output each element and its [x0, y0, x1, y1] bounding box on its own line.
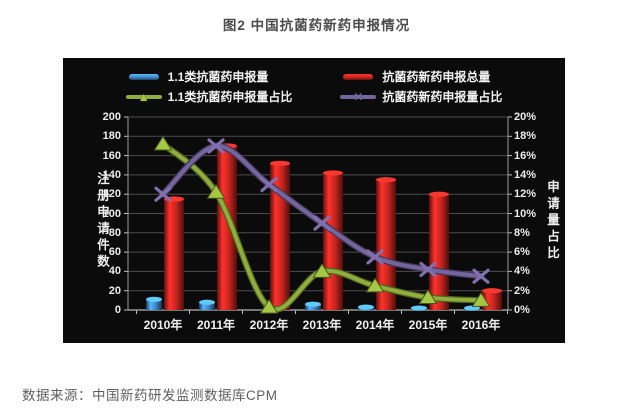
triangle-marker	[259, 298, 279, 314]
x-marker	[419, 261, 437, 278]
right-axis-title: 申请量占比	[545, 180, 559, 263]
x-axis-label: 2014年	[355, 318, 395, 332]
legend-line-swatch-purple: ✕	[340, 89, 377, 104]
legend-bar-swatch-red	[340, 70, 376, 84]
y-axis-tick-right: 4%	[514, 265, 530, 278]
y-axis-tick-left: 60	[108, 246, 121, 259]
y-axis-tick-right: 14%	[514, 168, 537, 181]
y-axis-tick-left: 20	[108, 284, 121, 297]
bar-2013年	[305, 304, 321, 310]
legend-label: 抗菌药新药申报量占比	[382, 90, 503, 104]
legend-item-newdrug-share: ✕ 抗菌药新药申报量占比	[340, 88, 502, 105]
legend-line-swatch-green: ▲	[125, 89, 162, 104]
legend-bar-swatch-blue	[126, 70, 162, 84]
y-axis-tick-right: 0%	[514, 304, 530, 316]
y-axis-tick-right: 12%	[514, 188, 537, 201]
triangle-marker	[471, 291, 491, 307]
bar-cap	[411, 305, 427, 311]
y-axis-tick-left: 120	[102, 188, 121, 201]
triangle-marker	[206, 183, 226, 199]
y-axis-tick-left: 80	[108, 226, 121, 239]
x-marker	[472, 268, 490, 284]
bar-2010年	[146, 299, 162, 310]
legend-swatch-bar	[128, 73, 159, 80]
page-title: 图2 中国抗菌药新药申报情况	[222, 18, 411, 33]
bar-cap	[358, 304, 374, 310]
x-axis-label: 2012年	[249, 318, 289, 332]
y-axis-tick-right: 8%	[514, 226, 530, 239]
legend: 1.1类抗菌药申报量 抗菌药新药申报总量 ▲ 1.1类抗菌药申报量占比 ✕ 抗菌…	[63, 68, 565, 105]
legend-label: 抗菌药新药申报总量	[382, 70, 491, 84]
x-marker	[207, 138, 225, 154]
bar-2011年	[217, 145, 237, 310]
y-axis-tick-right: 10%	[514, 207, 537, 220]
y-axis-tick-left: 200	[102, 111, 121, 123]
y-axis-tick-right: 2%	[514, 284, 530, 297]
x-marker	[154, 186, 172, 202]
bar-cap	[270, 160, 290, 166]
y-axis-tick-left: 0	[114, 304, 121, 316]
x-axis-label: 2015年	[408, 318, 448, 332]
x-marker	[260, 176, 278, 193]
y-axis-tick-right: 6%	[514, 246, 530, 259]
bar-2013年	[323, 172, 343, 310]
chart-panel: 1.1类抗菌药申报量 抗菌药新药申报总量 ▲ 1.1类抗菌药申报量占比 ✕ 抗菌…	[63, 58, 565, 343]
bar-2015年	[429, 194, 449, 310]
x-axis-label: 2010年	[143, 318, 183, 332]
bar-cap	[429, 191, 449, 197]
y-axis-tick-right: 16%	[514, 149, 537, 162]
x-marker	[366, 249, 384, 265]
y-axis-tick-left: 140	[102, 168, 121, 181]
bar-cap	[199, 299, 215, 305]
bar-cap	[323, 170, 343, 176]
bar-2010年	[164, 199, 184, 310]
y-axis-tick-left: 40	[108, 265, 121, 278]
legend-swatch-line	[125, 94, 162, 99]
bar-2011年	[199, 302, 215, 310]
legend-item-total-count: 抗菌药新药申报总量	[340, 68, 502, 85]
legend-item-class11-count: 1.1类抗菌药申报量	[126, 68, 293, 85]
triangle-marker-icon: ▲	[137, 89, 150, 104]
plot-area	[124, 116, 512, 314]
legend-label: 1.1类抗菌药申报量占比	[167, 90, 293, 104]
triangle-marker	[365, 277, 385, 293]
y-axis-tick-left: 160	[102, 149, 121, 162]
legend-label: 1.1类抗菌药申报量	[167, 70, 269, 84]
x-axis-label: 2016年	[461, 318, 501, 332]
bar-cap	[482, 288, 502, 294]
triangle-marker	[312, 262, 332, 278]
source-note: 数据来源：中国新药研发监测数据库CPM	[22, 388, 278, 403]
x-marker	[313, 215, 331, 231]
x-marker-icon: ✕	[353, 89, 364, 104]
legend-swatch-bar	[343, 73, 374, 80]
bar-2014年	[376, 179, 396, 310]
x-axis-label: 2013年	[302, 318, 342, 332]
y-axis-tick-right: 18%	[514, 130, 537, 143]
y-axis-tick-left: 100	[102, 207, 121, 220]
y-axis-tick-left: 180	[102, 130, 121, 143]
y-axis-tick-right: 20%	[514, 111, 537, 123]
bar-cap	[305, 301, 321, 307]
legend-swatch-line	[340, 94, 377, 99]
legend-item-class11-share: ▲ 1.1类抗菌药申报量占比	[125, 88, 293, 105]
bar-cap	[376, 177, 396, 183]
x-axis-label: 2011年	[196, 318, 236, 332]
triangle-marker	[418, 289, 438, 304]
left-axis-title: 注册申请件数	[95, 172, 109, 271]
triangle-marker	[153, 135, 173, 151]
bar-cap	[146, 296, 162, 302]
